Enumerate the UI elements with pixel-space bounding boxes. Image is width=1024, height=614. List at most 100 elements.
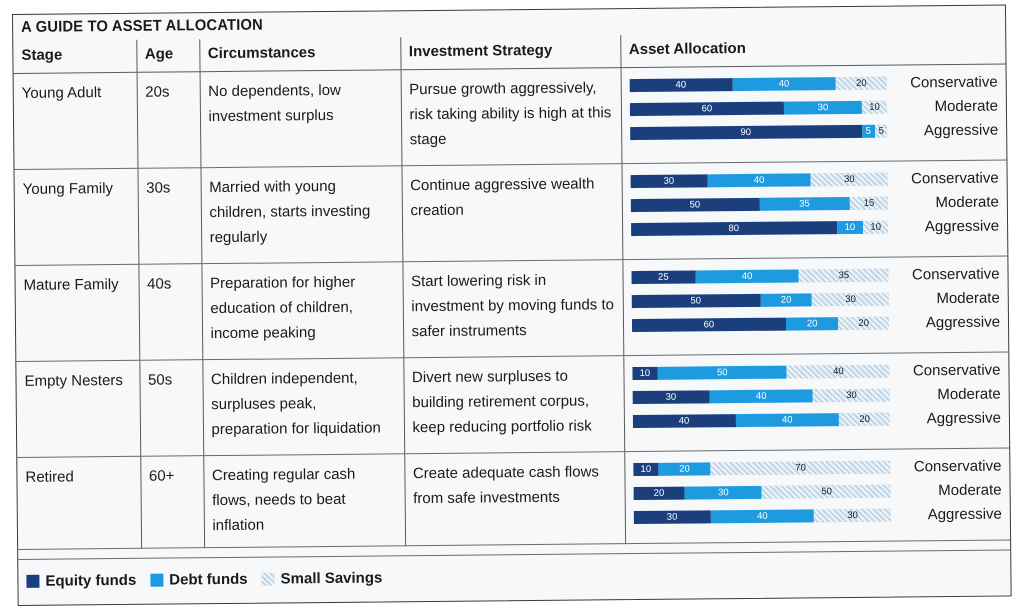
debt-segment: 50 — [657, 365, 787, 380]
small-savings-segment: 15 — [849, 196, 889, 210]
age-cell: 50s — [139, 359, 204, 456]
debt-segment: 10 — [836, 220, 863, 235]
header-allocation: Asset Allocation — [620, 31, 1006, 68]
profile-label: Conservative — [910, 73, 998, 92]
age-cell: 20s — [136, 71, 201, 168]
table-row: Young Adult 20s No dependents, low investm… — [13, 63, 1007, 169]
allocation-cell: 40 40 20 Conservative 60 30 10 Moderate 90 5 5 Aggr… — [620, 63, 1007, 164]
allocation-bar-row: 40 40 20 Aggressive — [632, 406, 1003, 434]
legend-small-savings-label: Small Savings — [280, 569, 383, 588]
circumstances-cell: Creating regular cash flows, needs to be… — [203, 453, 406, 548]
allocation-bar: 40 40 20 — [632, 412, 891, 429]
allocation-bar: 60 30 10 — [629, 100, 888, 117]
small-savings-segment: 50 — [762, 484, 892, 499]
allocation-bar: 40 40 20 — [629, 76, 888, 93]
allocation-bar: 10 20 70 — [632, 460, 891, 477]
equity-segment: 20 — [633, 486, 685, 501]
equity-swatch — [26, 574, 40, 588]
equity-segment: 30 — [630, 174, 708, 189]
equity-segment: 60 — [631, 317, 787, 333]
profile-label: Aggressive — [924, 217, 1000, 236]
equity-segment: 90 — [629, 124, 862, 141]
equity-segment: 30 — [632, 390, 710, 405]
table-row: Empty Nesters 50s Children independent, su… — [16, 351, 1010, 457]
age-cell: 60+ — [140, 455, 205, 548]
debt-segment: 35 — [759, 196, 850, 211]
strategy-cell: Pursue growth aggressively, risk taking … — [400, 67, 622, 166]
profile-label: Aggressive — [923, 121, 999, 140]
circumstances-cell: Preparation for higher education of chil… — [201, 261, 404, 360]
allocation-bar: 30 40 30 — [630, 172, 889, 189]
small-savings-segment: 20 — [837, 316, 890, 331]
small-savings-segment: 30 — [813, 508, 892, 523]
profile-label: Moderate — [938, 481, 1002, 500]
profile-label: Moderate — [935, 193, 999, 212]
profile-label: Moderate — [937, 385, 1001, 404]
equity-segment: 50 — [630, 197, 760, 213]
small-savings-segment: 10 — [861, 100, 888, 114]
small-savings-segment: 20 — [838, 412, 891, 427]
age-cell: 30s — [137, 167, 202, 264]
small-savings-segment: 40 — [786, 364, 891, 379]
header-stage: Stage — [13, 39, 137, 73]
allocation-bar: 30 40 30 — [633, 508, 892, 525]
debt-segment: 40 — [735, 413, 839, 428]
legend: Equity funds Debt funds Small Savings — [26, 569, 383, 590]
debt-segment: 40 — [709, 389, 813, 404]
equity-segment: 80 — [630, 221, 838, 237]
small-savings-segment: 70 — [710, 460, 891, 476]
legend-divider — [18, 549, 1011, 560]
allocation-bar: 50 20 30 — [631, 292, 890, 309]
profile-label: Aggressive — [927, 505, 1002, 524]
debt-segment: 40 — [707, 173, 811, 188]
profile-label: Conservative — [912, 361, 1001, 380]
table-row: Retired 60+ Creating regular cash flows, n… — [17, 447, 1011, 549]
legend-equity: Equity funds — [26, 572, 136, 590]
debt-segment: 20 — [760, 293, 812, 307]
stage-cell: Retired — [17, 455, 142, 549]
header-age: Age — [136, 39, 200, 72]
guide-card: A GUIDE TO ASSET ALLOCATION Stage Age Ci… — [12, 4, 1012, 606]
equity-segment: 25 — [630, 270, 696, 285]
profile-label: Conservative — [910, 169, 999, 188]
allocation-bar: 25 40 35 — [630, 268, 890, 285]
stage-cell: Empty Nesters — [16, 359, 141, 457]
allocation-bar-row: 90 5 5 Aggressive — [629, 118, 1001, 146]
circumstances-cell: No dependents, low investment surplus — [199, 69, 402, 168]
profile-label: Moderate — [936, 289, 1000, 308]
allocation-cell: 10 50 40 Conservative 30 40 30 Moderate 40 40 20 Ag… — [623, 351, 1010, 452]
legend-equity-label: Equity funds — [45, 571, 137, 590]
stage-cell: Mature Family — [15, 263, 140, 361]
allocation-table: Stage Age Circumstances Investment Strat… — [13, 31, 1011, 549]
debt-segment: 5 — [861, 124, 875, 138]
debt-segment: 30 — [684, 485, 763, 500]
table-row: Mature Family 40s Preparation for higher e… — [15, 255, 1009, 361]
allocation-bar: 10 50 40 — [631, 364, 891, 381]
equity-segment: 10 — [632, 462, 659, 477]
equity-segment: 10 — [631, 366, 658, 381]
allocation-bar-row: 80 10 10 Aggressive — [630, 214, 1001, 242]
allocation-bar-row: 30 40 30 Aggressive — [633, 502, 1004, 530]
profile-label: Aggressive — [925, 313, 1001, 332]
equity-segment: 30 — [633, 510, 711, 525]
stage-cell: Young Adult — [13, 71, 138, 169]
profile-label: Moderate — [934, 97, 999, 116]
small-savings-segment: 20 — [835, 76, 888, 91]
debt-segment: 30 — [784, 100, 862, 115]
equity-segment: 60 — [629, 101, 785, 117]
small-savings-segment: 30 — [812, 388, 891, 403]
strategy-cell: Create adequate cash flows from safe inv… — [404, 451, 626, 546]
debt-segment: 40 — [710, 509, 814, 524]
profile-label: Aggressive — [926, 409, 1002, 428]
circumstances-cell: Married with young children, starts inve… — [200, 165, 403, 264]
profile-label: Conservative — [911, 265, 1000, 284]
allocation-bar-row: 60 20 20 Aggressive — [631, 310, 1002, 338]
debt-swatch — [150, 573, 164, 587]
stage-cell: Young Family — [14, 167, 139, 265]
equity-segment: 50 — [631, 293, 761, 309]
debt-segment: 40 — [695, 269, 799, 284]
small-savings-swatch — [261, 572, 275, 586]
age-cell: 40s — [138, 263, 203, 360]
debt-segment: 20 — [658, 462, 711, 476]
strategy-cell: Divert new surpluses to building retirem… — [403, 355, 625, 454]
